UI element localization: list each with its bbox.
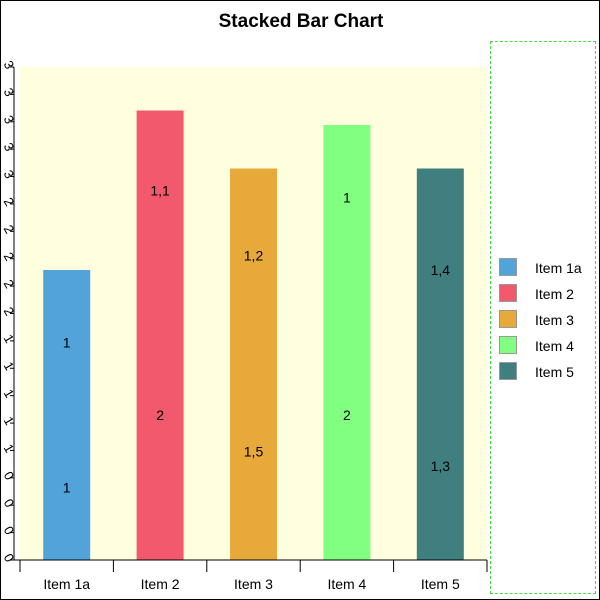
- y-tick-label: 2: [1, 222, 17, 236]
- bar-value-label: 1,3: [431, 458, 451, 474]
- y-tick-label: 2: [1, 277, 17, 291]
- y-tick-label: 3: [1, 113, 17, 127]
- legend-label: Item 4: [535, 338, 574, 354]
- y-tick-label: 3: [1, 85, 17, 99]
- legend-swatch: [499, 284, 517, 302]
- y-tick-label: 1: [1, 359, 17, 373]
- y-tick-label: 3: [1, 140, 17, 154]
- bar-segment: [323, 270, 371, 560]
- y-tick-label: 0: [1, 523, 17, 537]
- bar-segment: [136, 110, 184, 270]
- bar-segment: [43, 270, 91, 415]
- y-tick-label: 1: [1, 387, 17, 401]
- chart-title: Stacked Bar Chart: [218, 11, 384, 32]
- y-tick-label: 2: [1, 195, 17, 209]
- bar-segment: [416, 371, 464, 560]
- bar-value-label: 1,5: [244, 443, 264, 459]
- chart-legend: Item 1a Item 2 Item 3 Item 4 Item 5: [490, 41, 596, 594]
- legend-label: Item 5: [535, 364, 574, 380]
- y-tick-label: 1: [1, 332, 17, 346]
- y-tick-label: 0: [1, 469, 17, 483]
- legend-swatch: [499, 310, 517, 328]
- bar-value-label: 1,2: [244, 248, 264, 264]
- y-tick-label: 3: [1, 167, 17, 181]
- y-tick-label: 2: [1, 304, 17, 318]
- y-tick-label: 2: [1, 250, 17, 264]
- legend-swatch: [499, 336, 517, 354]
- y-tick-label: 3: [1, 58, 17, 72]
- x-tick-label: Item 5: [421, 576, 460, 592]
- legend-label: Item 1a: [535, 260, 582, 276]
- bar-value-label: 1: [343, 190, 351, 206]
- legend-label: Item 3: [535, 312, 574, 328]
- y-tick-label: 0: [1, 496, 17, 510]
- x-tick-label: Item 3: [234, 576, 273, 592]
- legend-item: Item 3: [499, 310, 599, 330]
- bar-value-label: 1,1: [150, 182, 170, 198]
- y-tick-label: 0: [1, 551, 17, 565]
- legend-item: Item 2: [499, 284, 599, 304]
- bar-segment: [230, 342, 277, 560]
- bar-segment: [323, 125, 371, 270]
- legend-swatch: [499, 258, 517, 276]
- legend-item: Item 1a: [499, 258, 599, 278]
- legend-swatch: [499, 362, 517, 380]
- bar-value-label: 1,4: [431, 262, 451, 278]
- legend-item: Item 4: [499, 336, 599, 356]
- bar-segment: [230, 168, 277, 343]
- x-tick-label: Item 1a: [43, 576, 90, 592]
- legend-label: Item 2: [535, 286, 574, 302]
- bar-value-label: 1: [63, 335, 71, 351]
- bar-segment: [43, 415, 91, 560]
- legend-item: Item 5: [499, 362, 599, 382]
- bar-value-label: 1: [63, 480, 71, 496]
- y-tick-label: 1: [1, 441, 17, 455]
- x-tick-label: Item 2: [141, 576, 180, 592]
- bar-value-label: 2: [343, 407, 351, 423]
- bar-value-label: 2: [156, 407, 164, 423]
- bar-segment: [416, 168, 464, 372]
- bar-segment: [136, 270, 184, 560]
- y-tick-label: 1: [1, 414, 17, 428]
- x-tick-label: Item 4: [327, 576, 366, 592]
